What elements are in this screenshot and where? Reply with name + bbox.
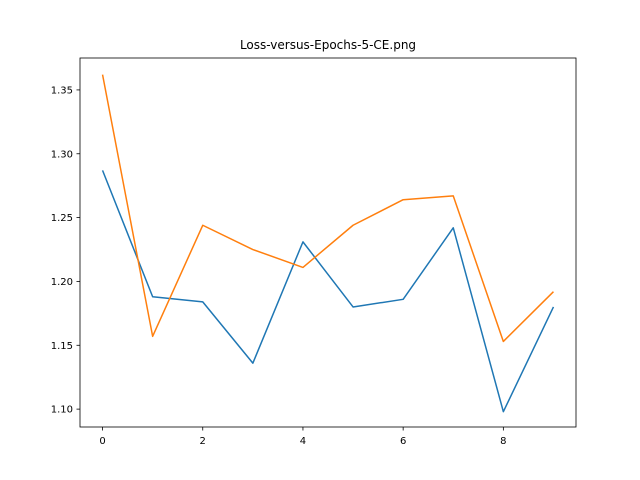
- series-line-2: [101, 74, 554, 343]
- x-tick-label: 0: [99, 436, 105, 447]
- y-tick-label: 1.30: [51, 149, 73, 160]
- series-layer: [101, 74, 555, 413]
- x-tick-label: 8: [500, 436, 506, 447]
- series-line-1: [101, 170, 555, 413]
- y-tick-label: 1.20: [51, 277, 73, 288]
- y-tick-label: 1.35: [51, 85, 73, 96]
- x-tick-label: 6: [400, 436, 406, 447]
- x-tick-label: 4: [300, 436, 306, 447]
- y-tick-label: 1.25: [51, 213, 73, 224]
- axis-layer: 0 2 4 6 8 1.10 1.15 1.20 1.25 1.30 1.35: [51, 85, 507, 447]
- y-tick-label: 1.10: [51, 405, 73, 416]
- plot-frame: [79, 57, 577, 428]
- y-tick-label: 1.15: [51, 341, 73, 352]
- x-tick-label: 2: [200, 436, 206, 447]
- chart-title: Loss-versus-Epochs-5-CE.png: [240, 38, 416, 52]
